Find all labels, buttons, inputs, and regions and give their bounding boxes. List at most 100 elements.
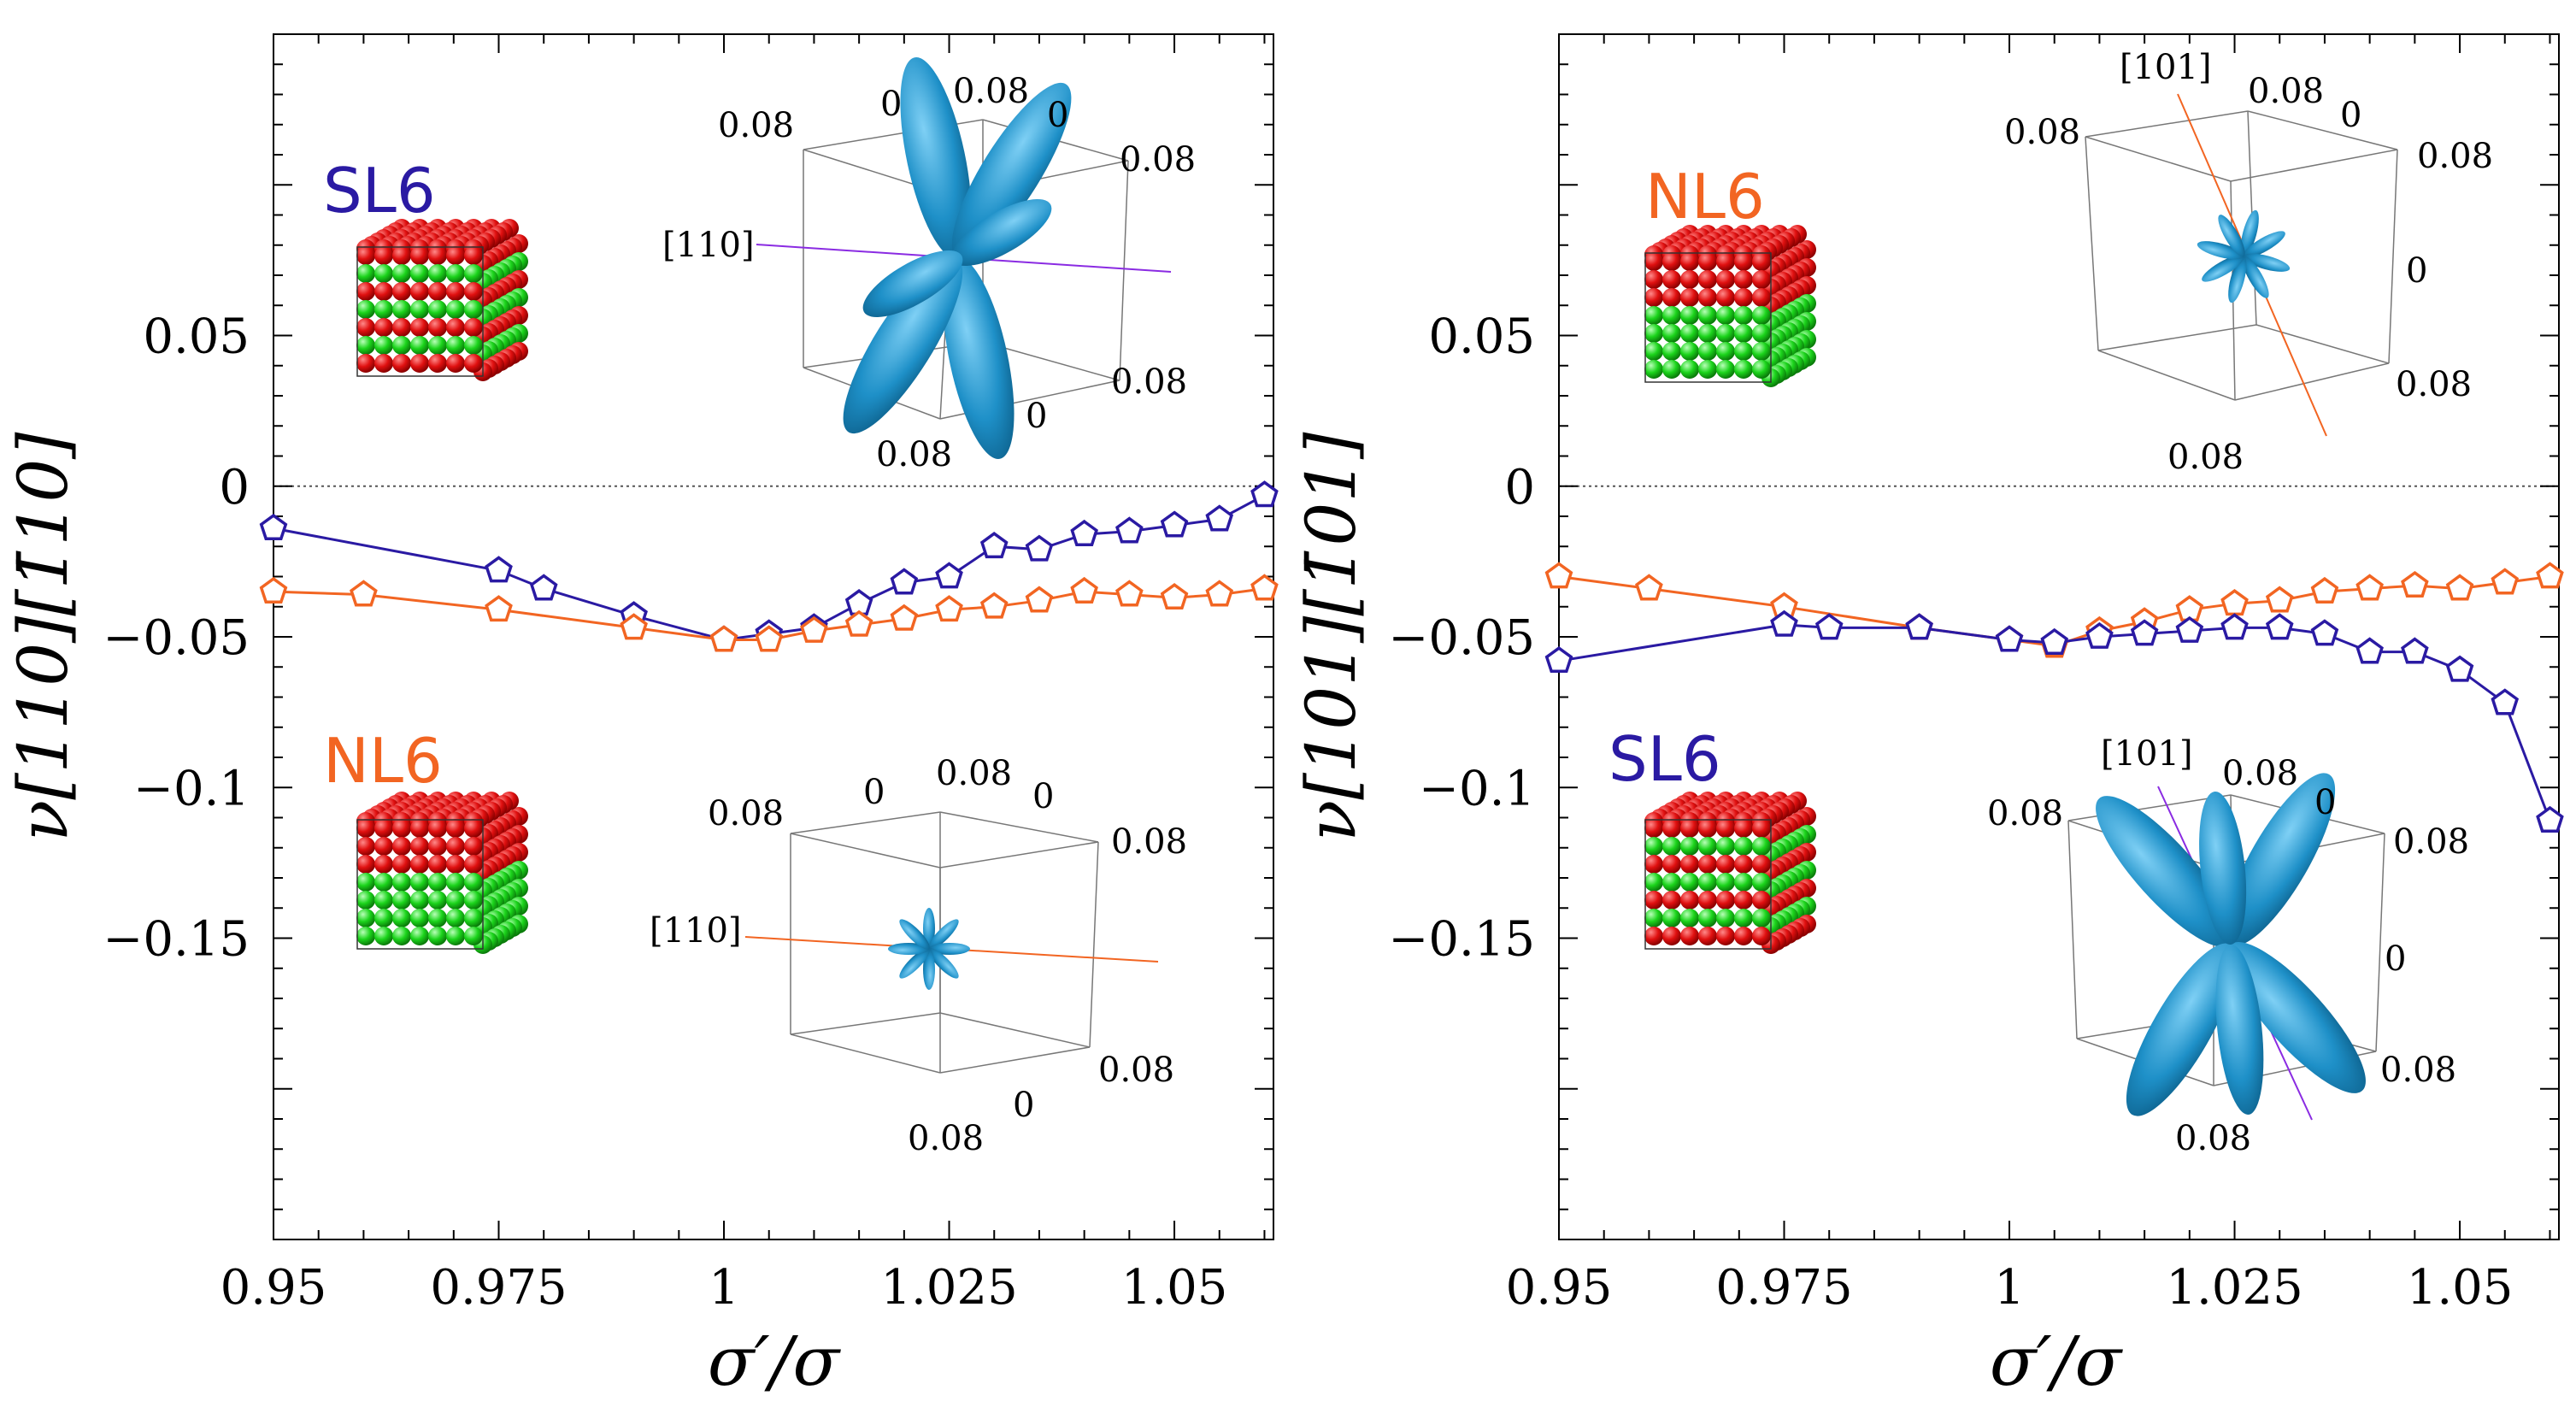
- atom: [356, 837, 375, 856]
- atom: [1662, 873, 1681, 892]
- top-material-label: SL6: [323, 155, 436, 227]
- lobe: [862, 250, 963, 317]
- atom: [356, 354, 375, 373]
- data-point-nl6: [2536, 562, 2564, 589]
- data-point-nl6: [2491, 568, 2520, 595]
- data-point-sl6: [529, 574, 558, 601]
- data-point-nl6: [620, 613, 648, 640]
- atom: [1680, 927, 1699, 945]
- box-edge: [939, 811, 1099, 843]
- x-tick-label: 0.95: [221, 1260, 327, 1316]
- atom: [428, 837, 447, 856]
- atom: [446, 855, 465, 874]
- box-edge: [790, 1012, 941, 1035]
- atom: [1752, 819, 1771, 838]
- atom: [1716, 342, 1735, 361]
- data-point-sl6: [890, 568, 919, 595]
- atom: [1644, 270, 1663, 289]
- sl6-cube-image: [356, 219, 528, 381]
- atom: [356, 927, 375, 945]
- box-edge: [1089, 841, 1099, 1048]
- atom: [392, 855, 411, 874]
- atom: [446, 300, 465, 319]
- x-tick-label: 1: [1994, 1260, 2025, 1316]
- box-edge: [1119, 160, 1129, 381]
- axis-label: 0.08: [2222, 754, 2298, 793]
- data-point-sl6: [2130, 619, 2159, 646]
- atom: [428, 819, 447, 838]
- atom: [446, 873, 465, 892]
- lobe: [899, 919, 930, 950]
- lobes-small: [888, 908, 970, 990]
- atom: [1644, 909, 1663, 927]
- atom: [1734, 360, 1753, 379]
- data-point-sl6: [2040, 627, 2069, 655]
- box-edge: [939, 1046, 1091, 1074]
- axis-label: 0: [1047, 96, 1068, 135]
- data-point-nl6: [1025, 586, 1054, 613]
- atom: [1698, 270, 1717, 289]
- data-point-nl6: [1544, 562, 1573, 589]
- atom: [1752, 288, 1771, 307]
- data-point-sl6: [2265, 613, 2294, 640]
- atom: [392, 909, 411, 927]
- x-tick-label: 0.975: [430, 1260, 567, 1316]
- axis-label: 0.08: [2167, 438, 2244, 477]
- axis-label: 0: [2385, 939, 2406, 979]
- atom: [392, 873, 411, 892]
- atom: [1680, 909, 1699, 927]
- atom: [1680, 360, 1699, 379]
- atom: [392, 927, 411, 945]
- atom: [1662, 270, 1681, 289]
- inset-top-left: [110] 0.08 0 0.08 0 0.08 0.08 0 0.08: [662, 57, 1196, 474]
- x-ticks: [273, 34, 1266, 1239]
- atom: [1698, 324, 1717, 343]
- y-tick-label: 0: [219, 460, 250, 515]
- atom: [1662, 909, 1681, 927]
- y-tick-label: 0: [1504, 460, 1535, 515]
- data-point-nl6: [890, 604, 919, 631]
- data-point-sl6: [2536, 805, 2564, 833]
- atom: [1644, 288, 1663, 307]
- atom: [1698, 288, 1717, 307]
- axis-label: 0: [863, 773, 885, 812]
- atom: [1734, 927, 1753, 945]
- atom: [374, 873, 393, 892]
- box-edge: [790, 833, 941, 868]
- panel-right: NL6 [101] 0.08 0.08 0 0.08 0 0.08 0.: [1291, 33, 2564, 1401]
- direction-label: [101]: [2101, 734, 2193, 774]
- inset-bottom-left: [110] 0 0.08 0 0.08 0.08 0.08 0 0.08: [650, 754, 1187, 1158]
- atom: [410, 819, 429, 838]
- data-point-sl6: [1205, 504, 1234, 532]
- atom: [1752, 324, 1771, 343]
- atom: [392, 282, 411, 301]
- atom: [1662, 306, 1681, 325]
- data-point-nl6: [1115, 580, 1144, 607]
- inset-bottom-right: [101] 0.08 0 0.08 0.08 0 0.08 0.08: [1987, 734, 2469, 1158]
- box-edge: [2255, 324, 2390, 364]
- panel-left: SL6 [110] 0.08 0 0.08 0 0.08 0.08 0 0.08: [3, 33, 1279, 1401]
- atom: [410, 927, 429, 945]
- atom: [464, 819, 483, 838]
- atom: [374, 891, 393, 910]
- axis-label: 0.08: [2004, 113, 2080, 152]
- x-tick-label: 1: [709, 1260, 739, 1316]
- atom: [1698, 252, 1717, 271]
- data-point-nl6: [2445, 574, 2474, 601]
- y-tick-label: −0.05: [103, 610, 250, 666]
- data-point-sl6: [2310, 619, 2339, 646]
- cube-edge: [1644, 252, 1772, 383]
- atom: [392, 318, 411, 337]
- atom: [446, 909, 465, 927]
- atom: [1752, 927, 1771, 945]
- lobe: [928, 948, 959, 979]
- atom: [428, 282, 447, 301]
- axis-label: 0.08: [2396, 365, 2472, 404]
- data-point-nl6: [2265, 586, 2294, 613]
- x-tick-label: 1.05: [1121, 1260, 1228, 1316]
- atom: [1698, 891, 1717, 910]
- atom: [464, 927, 483, 945]
- atom: [1662, 819, 1681, 838]
- x-axis-title: σ′/σ: [708, 1322, 842, 1401]
